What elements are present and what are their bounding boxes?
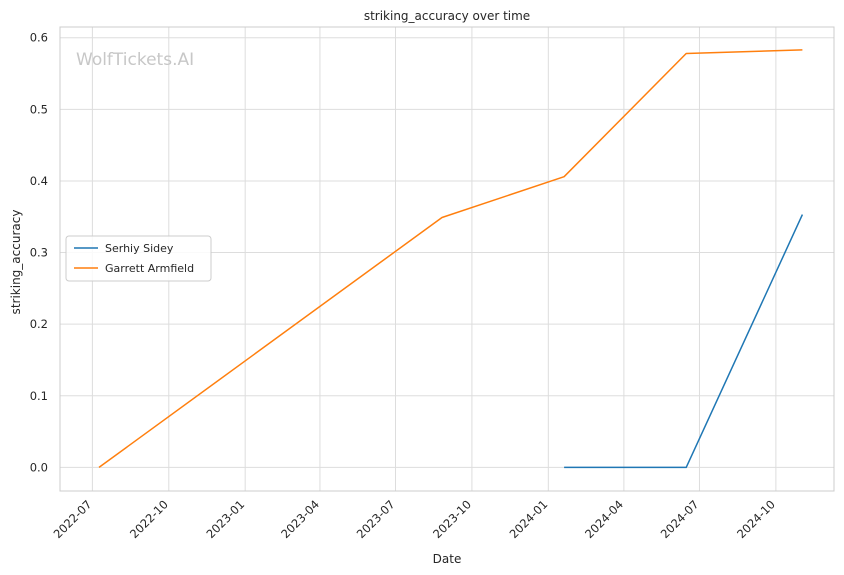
y-ticks: 0.0 0.1 0.2 0.3 0.4 0.5 0.6 bbox=[30, 31, 48, 475]
x-tick-label: 2023-01 bbox=[203, 497, 247, 541]
legend: Serhiy Sidey Garrett Armfield bbox=[65, 235, 212, 282]
x-tick-label: 2024-07 bbox=[658, 497, 702, 541]
chart-title: striking_accuracy over time bbox=[364, 9, 530, 23]
y-tick-label: 0.0 bbox=[30, 460, 48, 474]
x-axis-label: Date bbox=[433, 552, 462, 566]
x-tick-label: 2023-10 bbox=[430, 497, 474, 541]
x-tick-label: 2023-07 bbox=[354, 497, 398, 541]
x-ticks: 2022-07 2022-10 2023-01 2023-04 2023-07 2023-… bbox=[51, 497, 778, 541]
y-tick-label: 0.2 bbox=[30, 317, 48, 331]
series-line-0 bbox=[564, 214, 804, 469]
x-tick-label: 2023-04 bbox=[278, 497, 322, 541]
legend-box bbox=[65, 235, 212, 282]
plot-area bbox=[59, 26, 835, 492]
grid bbox=[60, 27, 834, 491]
watermark: WolfTickets.AI bbox=[76, 50, 194, 70]
legend-label-garrett-armfield: Garrett Armfield bbox=[105, 262, 194, 275]
legend-label-serhiy-sidey: Serhiy Sidey bbox=[105, 242, 174, 255]
x-tick-label: 2022-07 bbox=[51, 497, 95, 541]
y-tick-label: 0.5 bbox=[30, 102, 48, 116]
x-tick-label: 2022-10 bbox=[127, 497, 171, 541]
series-line-1 bbox=[98, 49, 803, 469]
x-tick-label: 2024-01 bbox=[507, 497, 551, 541]
y-tick-label: 0.4 bbox=[30, 174, 48, 188]
y-tick-label: 0.6 bbox=[30, 31, 48, 45]
y-tick-label: 0.3 bbox=[30, 246, 48, 260]
y-axis-label: striking_accuracy bbox=[9, 210, 23, 315]
series-layer bbox=[98, 49, 804, 469]
y-tick-label: 0.1 bbox=[30, 389, 48, 403]
x-tick-label: 2024-04 bbox=[582, 497, 626, 541]
x-tick-label: 2024-10 bbox=[734, 497, 778, 541]
